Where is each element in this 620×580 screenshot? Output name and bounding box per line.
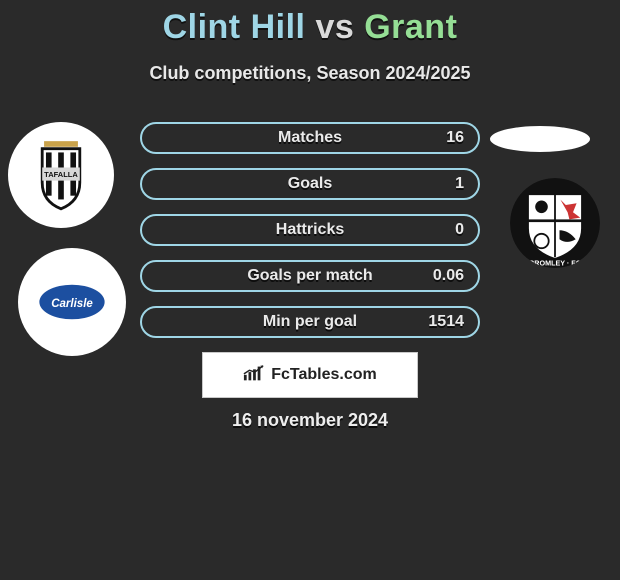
brand-text: FcTables.com bbox=[271, 366, 377, 384]
svg-text:TAFALLA: TAFALLA bbox=[44, 170, 78, 179]
blank-oval-badge bbox=[490, 126, 590, 152]
svg-text:Carlisle: Carlisle bbox=[51, 298, 93, 310]
tafalla-sport-crest: TAFALLA bbox=[8, 122, 114, 228]
carlisle-badge: Carlisle bbox=[18, 248, 126, 356]
barchart-arrow-icon bbox=[243, 364, 265, 387]
stat-label: Min per goal bbox=[263, 313, 357, 331]
stat-value: 1 bbox=[455, 175, 464, 193]
player2-name: Grant bbox=[364, 8, 457, 46]
stat-value: 0.06 bbox=[433, 267, 464, 285]
stat-label: Goals bbox=[288, 175, 332, 193]
stat-value: 0 bbox=[455, 221, 464, 239]
stat-value: 1514 bbox=[428, 313, 464, 331]
bromley-fc-shield: BROMLEY · FC bbox=[510, 178, 600, 268]
svg-text:BROMLEY · FC: BROMLEY · FC bbox=[529, 258, 581, 267]
stat-row-hattricks: Hattricks 0 bbox=[140, 214, 480, 246]
vs-separator: vs bbox=[315, 8, 354, 46]
player1-name: Clint Hill bbox=[163, 8, 306, 46]
brand-box[interactable]: FcTables.com bbox=[202, 352, 418, 398]
stat-row-matches: Matches 16 bbox=[140, 122, 480, 154]
stat-label: Matches bbox=[278, 129, 342, 147]
subtitle: Club competitions, Season 2024/2025 bbox=[0, 63, 620, 84]
stat-label: Goals per match bbox=[247, 267, 372, 285]
stat-row-gpm: Goals per match 0.06 bbox=[140, 260, 480, 292]
stat-rows: Matches 16 Goals 1 Hattricks 0 Goals per… bbox=[140, 122, 480, 338]
date-stamp: 16 november 2024 bbox=[232, 410, 388, 431]
stat-label: Hattricks bbox=[276, 221, 344, 239]
stat-row-mpg: Min per goal 1514 bbox=[140, 306, 480, 338]
stat-row-goals: Goals 1 bbox=[140, 168, 480, 200]
comparison-title: Clint Hill vs Grant bbox=[0, 0, 620, 47]
stat-value: 16 bbox=[446, 129, 464, 147]
